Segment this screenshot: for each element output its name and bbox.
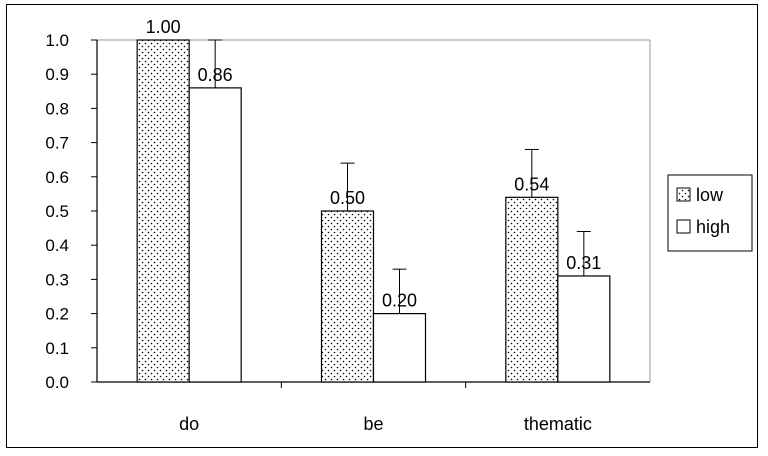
bar-high-be xyxy=(372,313,427,383)
category-label: be xyxy=(363,414,383,434)
y-tick-label: 0.9 xyxy=(45,65,69,84)
y-tick-label: 0.4 xyxy=(45,236,69,255)
bar-low-be xyxy=(320,210,375,383)
y-tick-label: 0.2 xyxy=(45,305,69,324)
y-tick-label: 1.0 xyxy=(45,31,69,50)
y-tick-label: 0.7 xyxy=(45,134,69,153)
bar-high-thematic xyxy=(557,275,611,383)
y-tick-label: 0.5 xyxy=(45,202,69,221)
bar-low-do xyxy=(136,39,190,383)
y-tick-label: 0.6 xyxy=(45,168,69,187)
y-tick-label: 0.8 xyxy=(45,99,69,118)
data-label-low-thematic: 0.54 xyxy=(514,174,549,194)
y-tick-label: 0.3 xyxy=(45,270,69,289)
y-tick-label: 0.0 xyxy=(45,373,69,392)
data-label-high-do: 0.86 xyxy=(198,65,233,85)
bar-low-thematic xyxy=(505,196,559,383)
legend-swatch-low xyxy=(676,187,691,202)
legend-label-low: low xyxy=(696,185,724,205)
data-label-high-thematic: 0.31 xyxy=(566,253,601,273)
data-label-high-be: 0.20 xyxy=(382,291,417,311)
y-tick-label: 0.1 xyxy=(45,339,69,358)
data-label-low-do: 1.00 xyxy=(146,17,181,37)
bar-high-do xyxy=(188,87,242,383)
data-label-low-be: 0.50 xyxy=(330,188,365,208)
category-label: do xyxy=(179,414,199,434)
legend-label-high: high xyxy=(696,217,730,237)
category-label: thematic xyxy=(524,414,592,434)
legend-swatch-high xyxy=(676,219,691,234)
